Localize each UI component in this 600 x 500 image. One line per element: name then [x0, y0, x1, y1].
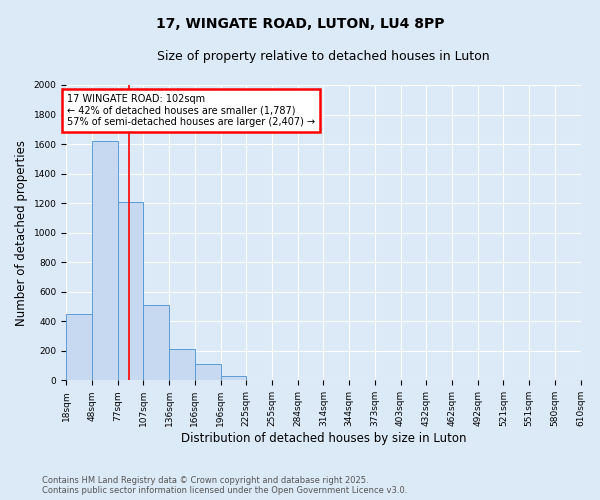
Bar	[143, 305, 169, 380]
Text: Contains HM Land Registry data © Crown copyright and database right 2025.
Contai: Contains HM Land Registry data © Crown c…	[42, 476, 407, 495]
Title: Size of property relative to detached houses in Luton: Size of property relative to detached ho…	[157, 50, 490, 63]
Bar	[118, 202, 143, 380]
Text: 17, WINGATE ROAD, LUTON, LU4 8PP: 17, WINGATE ROAD, LUTON, LU4 8PP	[156, 18, 444, 32]
Bar	[169, 348, 195, 380]
X-axis label: Distribution of detached houses by size in Luton: Distribution of detached houses by size …	[181, 432, 466, 445]
Bar	[195, 364, 221, 380]
Bar	[66, 314, 92, 380]
Y-axis label: Number of detached properties: Number of detached properties	[15, 140, 28, 326]
Bar	[221, 376, 246, 380]
Text: 17 WINGATE ROAD: 102sqm
← 42% of detached houses are smaller (1,787)
57% of semi: 17 WINGATE ROAD: 102sqm ← 42% of detache…	[67, 94, 315, 127]
Bar	[92, 141, 118, 380]
